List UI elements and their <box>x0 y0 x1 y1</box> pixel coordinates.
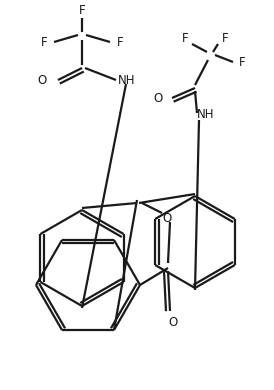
Text: F: F <box>117 35 123 48</box>
Text: NH: NH <box>197 108 215 122</box>
Text: O: O <box>153 92 163 105</box>
Text: F: F <box>41 35 47 48</box>
Text: F: F <box>222 32 228 44</box>
Text: O: O <box>162 211 172 225</box>
Text: O: O <box>37 73 47 87</box>
Text: F: F <box>182 32 188 44</box>
Text: F: F <box>239 55 245 69</box>
Text: NH: NH <box>118 73 136 87</box>
Text: O: O <box>169 317 178 330</box>
Text: F: F <box>79 4 85 16</box>
